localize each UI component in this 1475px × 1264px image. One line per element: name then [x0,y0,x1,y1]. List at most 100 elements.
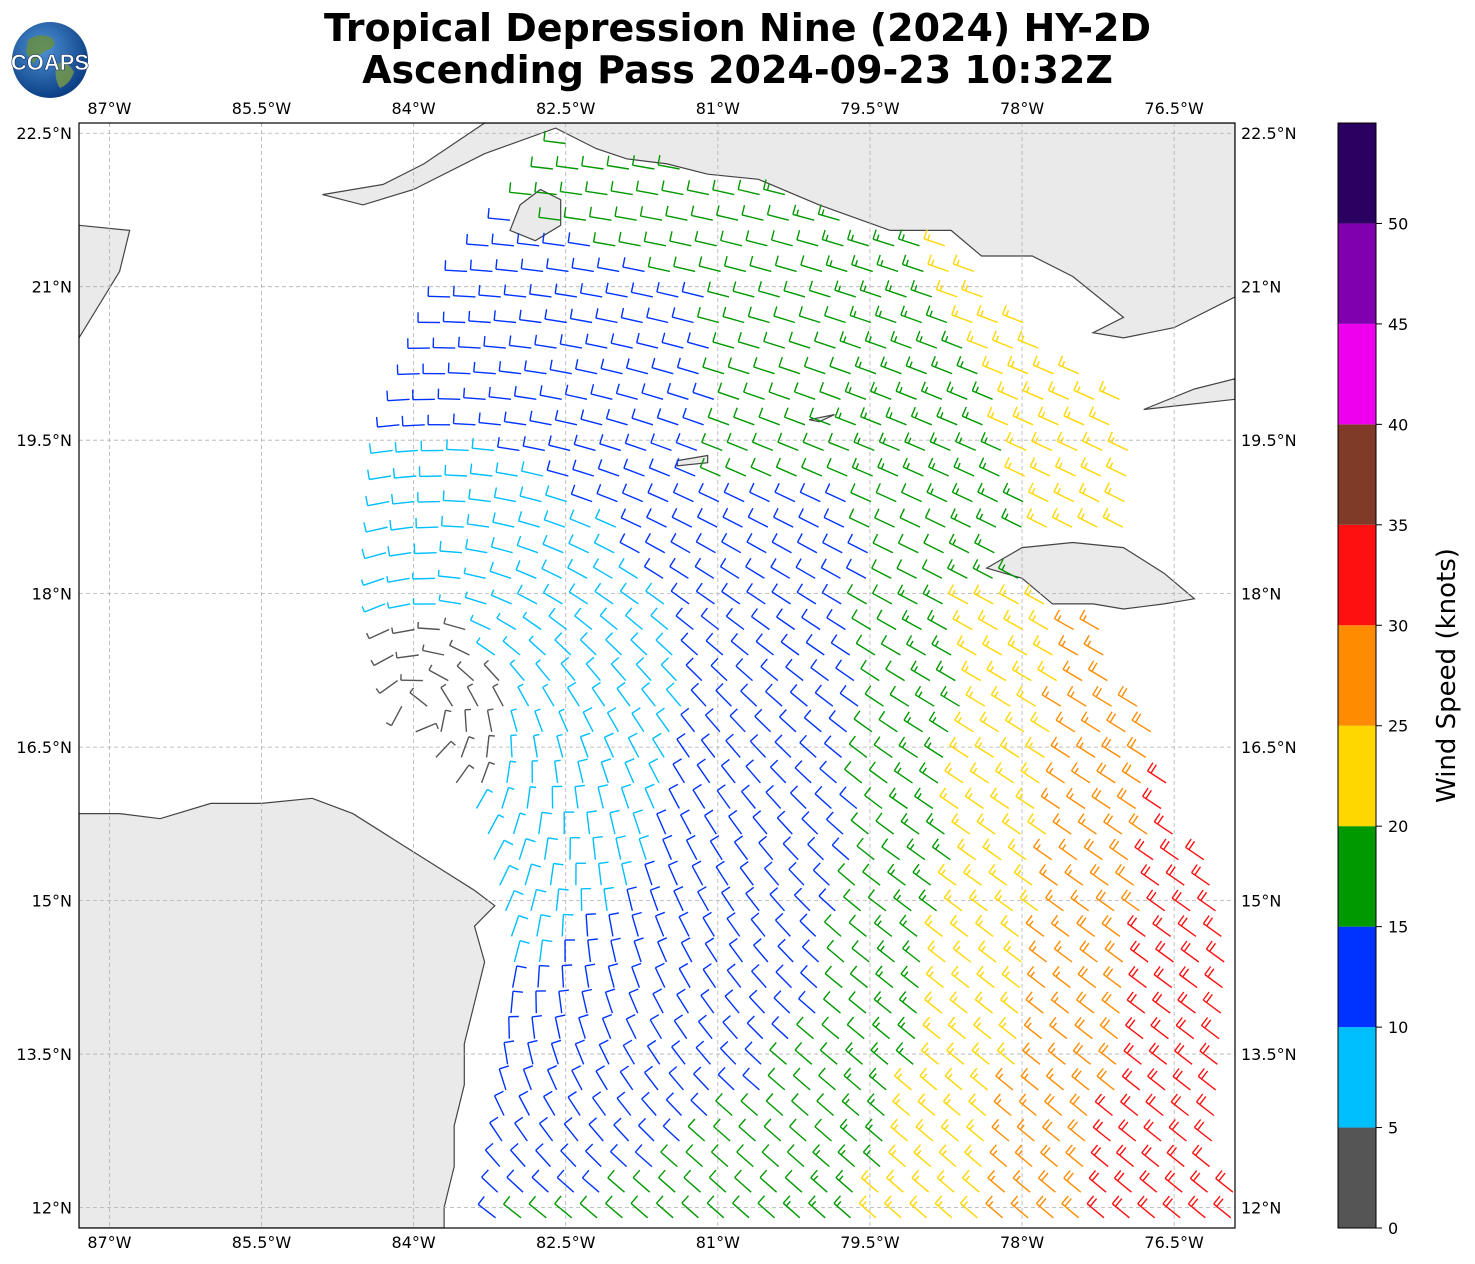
wind-barb [944,762,964,784]
barb-feather [813,1175,819,1181]
barb-staff [1086,1203,1105,1219]
wind-barb [798,990,816,1014]
barb-staff [1121,770,1142,784]
wind-barb [1090,1144,1109,1168]
barb-feather [719,557,727,568]
barb-feather [571,257,575,268]
wind-barb [531,1015,542,1039]
barb-feather [647,483,653,493]
barb-feather [969,889,977,899]
barb-staff [550,1043,559,1065]
barb-feather [1090,1144,1099,1154]
barb-feather [657,937,668,943]
barb-feather [1116,787,1124,797]
barb-staff [834,289,857,298]
barb-feather [926,609,934,620]
wind-barb [597,459,620,477]
barb-staff [884,1202,902,1219]
barb-feather [1092,866,1100,876]
barb-staff [877,466,899,477]
wind-barb [528,635,546,656]
barb-feather [874,508,880,519]
wind-barb [574,1039,585,1065]
wind-barb [931,635,952,656]
barb-feather [780,633,788,643]
colorbar-tick-label: 25 [1388,717,1408,736]
barb-feather [1025,991,1033,1001]
barb-feather [989,665,995,672]
barb-staff [545,494,568,503]
barb-staff [746,1022,764,1040]
barb-staff [747,516,769,528]
barb-feather [880,463,885,470]
wind-barb [824,483,846,503]
barb-staff [953,263,975,273]
wind-barb [1117,685,1138,707]
barb-feather [437,569,440,577]
barb-feather [952,254,958,265]
barb-feather [941,330,946,341]
barb-feather [503,411,507,422]
wind-barb [567,1091,581,1116]
wind-barb [977,609,998,631]
wind-barb [1202,991,1222,1014]
barb-feather [941,1149,947,1156]
wind-barb [503,411,527,426]
barb-feather [707,407,713,418]
barb-staff [771,591,791,605]
barb-staff [743,391,765,400]
barb-feather [1182,968,1190,978]
wind-barb [1066,787,1086,810]
barb-feather [934,640,940,647]
wind-barb [813,331,836,349]
barb-feather [448,639,453,646]
wind-barb [692,382,715,400]
barb-feather [1030,711,1037,721]
barb-feather [1114,1198,1123,1207]
barb-feather [478,285,481,296]
barb-staff [848,743,868,758]
barb-feather [821,1016,829,1026]
barb-feather [1074,1070,1082,1080]
barb-staff [715,1100,733,1117]
wind-barb [956,635,977,656]
wind-barb [905,635,927,656]
barb-staff [367,500,390,507]
wind-barb [903,711,924,733]
barb-feather [452,413,455,424]
barb-staff [1129,948,1149,963]
barb-staff [878,719,898,733]
wind-barb [1153,813,1173,835]
barb-feather [572,459,577,470]
barb-feather [1188,840,1196,850]
barb-staff [752,441,774,452]
barb-feather [821,209,825,216]
barb-feather [997,894,1003,901]
wind-barb [427,414,451,426]
wind-barb [1017,330,1039,349]
colorbar-bin [1338,926,1376,1028]
wind-barb [661,332,684,349]
barb-feather [1064,1198,1072,1207]
barb-feather [645,582,653,592]
wind-barb [988,863,1008,886]
wind-barb [1118,1119,1137,1142]
barb-feather [778,356,783,367]
wind-barb [976,305,998,324]
wind-barb [607,963,619,988]
barb-feather [1031,615,1037,622]
barb-feather [1106,513,1111,520]
barb-staff [568,591,589,605]
barb-staff [913,1151,932,1168]
barb-feather [954,432,961,442]
barb-feather [554,1195,562,1205]
barb-feather [740,683,749,692]
wind-barb [897,533,919,554]
barb-feather [863,1175,869,1181]
barb-feather [762,179,767,190]
wind-barb [554,632,572,656]
barb-staff [1121,897,1140,912]
barb-feather [786,1144,795,1153]
wind-barb [987,1169,1006,1193]
wind-barb [452,285,476,298]
